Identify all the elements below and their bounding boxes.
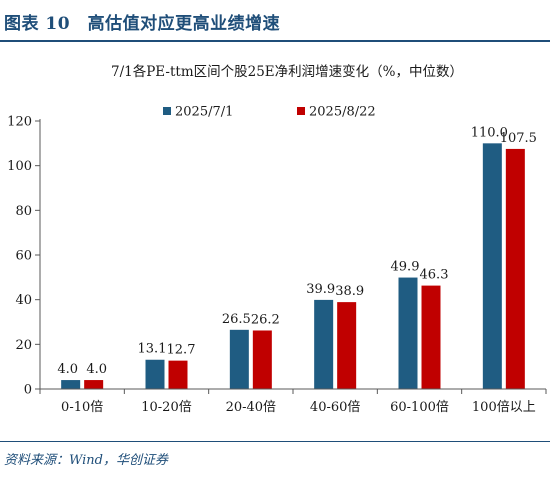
- bar-chart: 7/1各PE-ttm区间个股25E净利润增速变化（%，中位数） 2025/7/1…: [7, 64, 547, 415]
- x-tick-label: 0-10倍: [61, 400, 103, 415]
- bar-value-label: 4.0: [57, 362, 78, 377]
- bar-series-1: [229, 329, 249, 389]
- bar-value-label: 12.7: [167, 343, 196, 358]
- legend-swatch: [163, 107, 171, 115]
- x-axis: 0-10倍 10-20倍 20-40倍 40-60倍 60-100倍 100倍以上: [39, 388, 547, 415]
- x-tick-label: 10-20倍: [141, 400, 191, 415]
- y-axis: 0 20 40 60 80 100 120: [7, 115, 41, 398]
- bar-series-2: [337, 302, 357, 389]
- bar-value-label: 13.1: [138, 342, 167, 357]
- bar-series-2: [505, 148, 525, 389]
- bar-value-label: 38.9: [335, 284, 364, 299]
- bar-value-label: 49.9: [391, 260, 420, 275]
- y-tick-label: 40: [15, 293, 32, 308]
- bar-value-label: 110.0: [471, 125, 508, 140]
- y-tick-label: 100: [7, 159, 32, 174]
- bar-value-label: 26.5: [222, 312, 251, 327]
- y-tick-label: 80: [15, 204, 32, 219]
- header-divider: [0, 40, 550, 42]
- bar-value-label: 4.0: [86, 362, 107, 377]
- bar-series-2: [252, 330, 272, 389]
- figure-title: 图表 10 高估值对应更高业绩增速: [4, 14, 281, 34]
- x-tick-label: 20-40倍: [226, 400, 276, 415]
- legend-swatch: [297, 107, 305, 115]
- x-tick-label: 100倍以上: [472, 400, 536, 415]
- y-tick-label: 20: [15, 338, 32, 353]
- bar-value-label: 46.3: [420, 268, 449, 283]
- y-tick-label: 60: [15, 249, 32, 264]
- bar-series-2: [168, 360, 188, 389]
- x-tick-label: 40-60倍: [310, 400, 360, 415]
- bar-series: 4.0 13.1 26.5 39.9 49.9 110.0 4.0 12.7 26.2 38.9 4…: [57, 125, 537, 389]
- bar-series-1: [145, 359, 165, 389]
- bar-value-label: 26.2: [251, 312, 280, 327]
- y-tick-label: 0: [24, 383, 32, 398]
- bar-series-1: [314, 299, 334, 389]
- legend-label: 2025/8/22: [309, 105, 376, 120]
- footer-divider: [0, 441, 550, 442]
- source-note: 资料来源：Wind，华创证券: [4, 453, 168, 468]
- bar-series-1: [482, 143, 502, 389]
- bar-series-1: [398, 277, 418, 389]
- bar-series-1: [61, 380, 81, 389]
- y-tick-label: 120: [7, 115, 32, 130]
- bar-value-label: 107.5: [500, 131, 537, 146]
- bar-series-2: [84, 380, 104, 389]
- bar-value-label: 39.9: [306, 282, 335, 297]
- x-tick-label: 60-100倍: [390, 400, 449, 415]
- chart-legend: 2025/7/1 2025/8/22: [163, 105, 376, 120]
- figure-header: 图表 10 高估值对应更高业绩增速: [0, 0, 550, 42]
- bar-series-2: [421, 285, 441, 389]
- legend-label: 2025/7/1: [175, 105, 233, 120]
- chart-title: 7/1各PE-ttm区间个股25E净利润增速变化（%，中位数）: [111, 64, 463, 80]
